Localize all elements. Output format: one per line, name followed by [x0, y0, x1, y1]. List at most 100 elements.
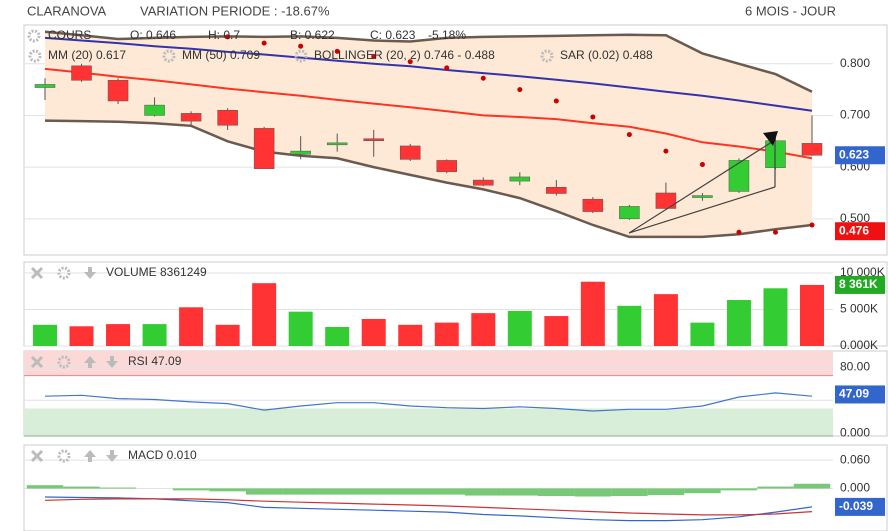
value-badge — [835, 146, 885, 165]
sar-dot — [444, 65, 450, 71]
value-badge-text: 47.09 — [839, 387, 869, 401]
volume-bar — [800, 284, 824, 346]
sar-dot — [261, 40, 267, 46]
volume-bar — [361, 318, 386, 346]
volume-bar — [544, 316, 569, 346]
candle-body — [801, 143, 823, 156]
legend-label: COURS — [48, 28, 91, 42]
settings-icon[interactable] — [162, 49, 176, 63]
sar-dot — [480, 75, 486, 81]
y-tick-label: 0.000 — [840, 425, 870, 439]
macd-histogram — [63, 486, 100, 489]
value-badge — [835, 222, 885, 241]
macd-histogram — [793, 483, 831, 489]
panel-title: VOLUME 8361249 — [106, 265, 207, 279]
candle-body — [436, 160, 458, 173]
volume-bar — [33, 324, 57, 346]
candle-body — [619, 206, 640, 220]
macd-histogram — [355, 488, 392, 495]
y-tick-label: 10 000K — [840, 265, 885, 279]
value-badge — [835, 385, 885, 404]
sar-dot — [371, 54, 377, 60]
volume-bar — [69, 326, 94, 346]
candle-body — [546, 187, 567, 194]
variation: VARIATION PERIODE : -18.67% — [140, 3, 330, 18]
macd-histogram — [428, 488, 466, 495]
volume-bar — [252, 283, 277, 346]
close-icon[interactable] — [30, 266, 44, 280]
settings-icon[interactable] — [294, 49, 308, 63]
move-down-icon[interactable] — [106, 356, 118, 368]
change: -5.18% — [428, 28, 466, 42]
macd-histogram — [99, 487, 137, 489]
macd-histogram — [391, 488, 429, 495]
macd-histogram — [26, 485, 64, 489]
sar-dot — [298, 43, 304, 49]
macd-histogram — [574, 488, 612, 497]
candle-body — [71, 65, 92, 81]
macd-histogram — [501, 488, 539, 496]
move-up-icon[interactable] — [84, 450, 96, 462]
sar-dot — [699, 162, 705, 168]
macd-histogram — [538, 488, 575, 497]
sar-dot — [334, 48, 340, 54]
settings-icon[interactable] — [540, 49, 554, 63]
ohlc-info: H: 0.7 — [208, 28, 240, 42]
candle-body — [34, 84, 56, 88]
volume-bar — [471, 313, 496, 346]
legend-entry: MM (20) 0.617 — [48, 48, 126, 62]
volume-bar — [653, 294, 678, 346]
y-tick-label: 0.000K — [840, 338, 878, 352]
settings-icon[interactable] — [57, 266, 71, 280]
macd-histogram — [720, 488, 758, 491]
candle-body — [399, 145, 421, 160]
y-tick-label: 0.800 — [840, 56, 870, 70]
ohlc-info: O: 0.646 — [130, 28, 176, 42]
macd-histogram — [318, 488, 356, 495]
indicator-line — [44, 392, 813, 412]
rsi-zone — [24, 351, 833, 376]
settings-icon[interactable] — [57, 449, 71, 463]
value-badge-text: -0.039 — [839, 499, 873, 513]
value-badge — [835, 497, 885, 516]
close-icon[interactable] — [30, 449, 44, 463]
macd-histogram — [245, 488, 283, 495]
move-up-icon[interactable] — [84, 356, 96, 368]
settings-icon[interactable] — [57, 355, 71, 369]
macd-histogram — [611, 488, 648, 497]
ohlc-info: B: 0.622 — [290, 28, 335, 42]
move-down-icon[interactable] — [84, 267, 96, 279]
volume-bar — [763, 288, 788, 346]
macd-histogram — [684, 488, 721, 494]
sar-dot — [553, 98, 559, 104]
value-badge-text: 0.476 — [839, 223, 869, 237]
legend-entry: SAR (0.02) 0.488 — [560, 48, 653, 62]
settings-icon[interactable] — [28, 49, 42, 63]
settings-icon[interactable] — [27, 29, 41, 43]
candle-body — [107, 80, 129, 102]
sar-dot — [225, 34, 231, 40]
candle-body — [582, 198, 604, 212]
value-badge — [835, 275, 885, 294]
volume-bar — [142, 324, 167, 346]
move-down-icon[interactable] — [106, 450, 118, 462]
panel-title: MACD 0.010 — [128, 448, 197, 462]
candle-body — [473, 179, 494, 186]
macd-histogram — [282, 488, 319, 495]
trend-line — [628, 139, 776, 234]
macd-histogram — [465, 488, 502, 496]
close-icon[interactable] — [30, 355, 44, 369]
stock-name: CLARANOVA — [27, 3, 107, 18]
volume-bar — [106, 324, 131, 346]
y-tick-label: 0.500 — [840, 211, 870, 225]
volume-bar — [617, 305, 642, 346]
indicator-line — [44, 498, 813, 516]
moving-average — [44, 36, 813, 112]
ohlc-info: C: 0.623 — [370, 28, 416, 42]
indicator-line — [44, 496, 813, 522]
macd-histogram — [757, 486, 794, 489]
y-tick-label: 0.000 — [840, 481, 870, 495]
volume-bar — [434, 322, 459, 346]
panel-title: RSI 47.09 — [128, 354, 182, 368]
